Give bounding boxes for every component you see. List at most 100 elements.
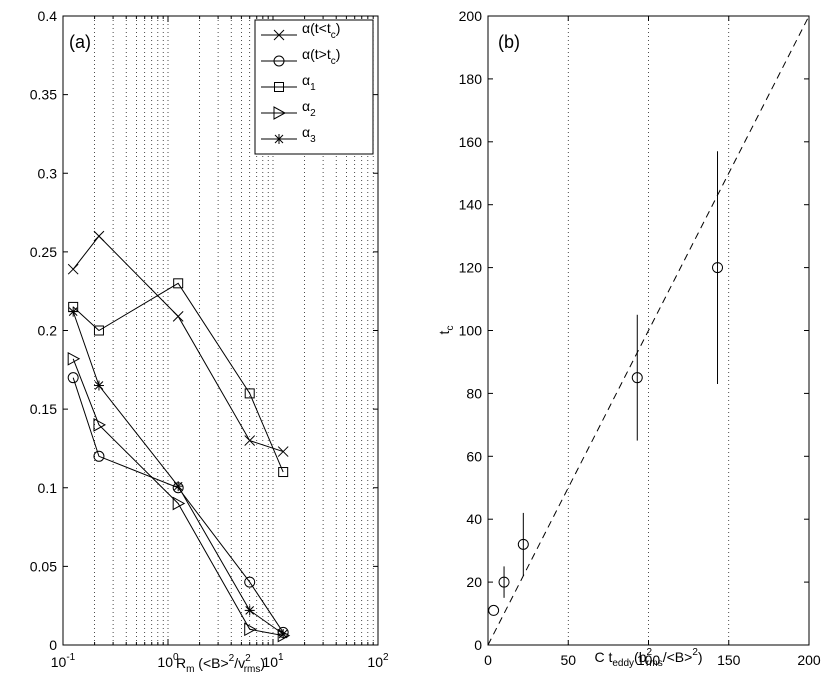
data-point (93, 450, 105, 462)
data-point-d2 (278, 629, 288, 639)
data-point (517, 538, 529, 550)
series-2 (67, 372, 289, 638)
data-point (93, 418, 106, 432)
data-point (244, 576, 256, 588)
data-point-b (67, 263, 79, 275)
data-point-d2 (94, 381, 104, 390)
panel-label-a: (a) (69, 32, 91, 52)
data-point-group (712, 151, 724, 384)
legend-label: α3 (302, 124, 316, 145)
data-point (173, 481, 184, 492)
y-tick-label: 40 (466, 511, 482, 527)
x-tick-label: 100 (157, 652, 179, 670)
y-tick-label: 180 (459, 71, 483, 87)
data-point-group (498, 566, 510, 598)
legend-item: α(t<tc) (261, 20, 340, 41)
data-point-b (172, 310, 184, 322)
data-point (244, 435, 256, 446)
series-4 (67, 351, 291, 643)
legend-item: α(t>tc) (261, 46, 340, 67)
y-tick-label: 0.15 (30, 401, 57, 417)
data-point (244, 605, 255, 616)
legend-marker (274, 134, 284, 144)
x-axis-title: Rm (<B>2/v2 rms) (176, 653, 265, 675)
y-tick-label: 0.3 (38, 165, 58, 181)
panel-a-chart: 0 0.05 0.1 0.15 0.2 0.25 0.3 0.35 0.4 10-1 100 101 1… (30, 8, 389, 675)
data-point (93, 325, 104, 336)
y-tick-label: 0.25 (30, 244, 57, 260)
y-tick-label: 0.1 (38, 480, 58, 496)
data-point (244, 388, 255, 399)
y-tick-label: 0.35 (30, 87, 57, 103)
series-line (72, 235, 284, 453)
data-point-group (488, 604, 500, 616)
legend-label: α2 (302, 98, 316, 119)
y-tick-label: 20 (466, 574, 482, 590)
y-tick-label: 0.05 (30, 558, 57, 574)
data-point (278, 628, 289, 639)
y-tick-label: 0 (474, 637, 482, 653)
x-tick-label: 0 (484, 652, 492, 668)
data-point (172, 310, 184, 322)
data-point (68, 306, 79, 317)
y-tick-label: 60 (466, 448, 482, 464)
series-line (72, 282, 284, 473)
y-tick-label: 0 (49, 637, 57, 653)
data-point (67, 372, 79, 384)
data-point (172, 496, 186, 511)
legend: α(t<tc) α(t>tc) α1 α2 α3 (254, 19, 374, 155)
legend-item: α1 (261, 72, 316, 93)
x-tick-label: 200 (797, 652, 821, 668)
data-point-d2 (245, 606, 255, 615)
y-tick-label: 160 (459, 134, 483, 150)
y-tick-label: 200 (459, 8, 483, 24)
data-point-d2 (68, 307, 78, 316)
legend-label: α1 (302, 72, 316, 93)
series-1 (67, 230, 289, 457)
data-point (712, 262, 724, 274)
x-tick-label: 10-1 (51, 652, 76, 670)
legend-marker (273, 55, 285, 67)
y-tick-label: 120 (459, 260, 483, 276)
legend-item: α3 (261, 124, 316, 145)
data-point (244, 622, 257, 637)
x-tick-label: 102 (367, 652, 389, 670)
legend-marker (273, 29, 285, 41)
legend-marker (274, 82, 284, 92)
data-point-group (517, 512, 529, 576)
data-point (67, 263, 79, 275)
x-tick-label: 50 (560, 652, 576, 668)
data-point-b (93, 230, 105, 242)
series-line (72, 358, 284, 637)
data-point-b (277, 446, 289, 457)
x-tick-label: 101 (262, 652, 284, 670)
x-tick-label: 150 (717, 652, 741, 668)
data-point (93, 230, 105, 242)
data-point (173, 278, 184, 289)
x-tick-label: 100 (637, 652, 661, 668)
series-3 (68, 278, 289, 478)
legend-marker-d2 (274, 134, 284, 144)
y-tick-label: 80 (466, 385, 482, 401)
series-line (72, 377, 284, 633)
y-axis-title: tc (436, 326, 456, 335)
y-tick-label: 0.4 (38, 8, 58, 24)
data-point (498, 576, 510, 588)
data-point (67, 351, 81, 366)
legend-label: α(t<tc) (302, 20, 340, 41)
legend-marker (273, 106, 287, 120)
legend-item: α2 (261, 98, 316, 120)
data-point-b (244, 435, 256, 446)
data-point (278, 467, 289, 478)
y-tick-label: 0.2 (38, 323, 58, 339)
data-point-group (631, 314, 643, 441)
series-5 (68, 306, 289, 639)
reference-line (487, 15, 810, 646)
data-point (93, 380, 104, 391)
data-point (277, 446, 289, 457)
data-point (631, 372, 643, 384)
legend-marker-b (273, 29, 285, 41)
data-point-d2 (173, 481, 183, 491)
y-tick-label: 100 (459, 323, 483, 339)
